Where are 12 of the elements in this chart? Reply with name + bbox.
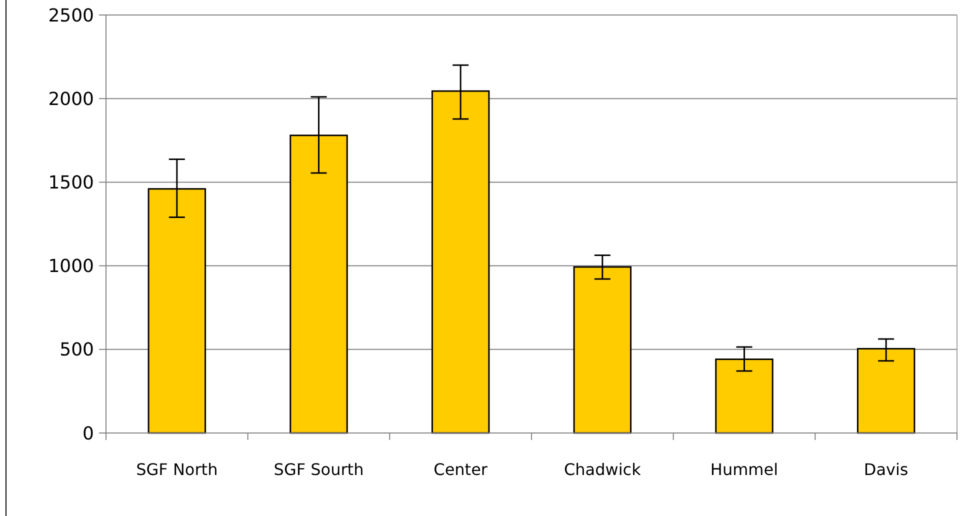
y-tick-label: 1500	[48, 172, 94, 194]
x-tick-label: Hummel	[710, 460, 778, 479]
x-tick-label: SGF North	[136, 460, 218, 479]
y-tick-label: 500	[60, 340, 94, 361]
x-tick-label: Davis	[864, 460, 908, 479]
y-tick-label: 2000	[48, 88, 94, 110]
x-tick-label: SGF Sourth	[274, 460, 364, 479]
y-tick-label: 0	[82, 423, 94, 444]
x-tick-label: Center	[434, 460, 488, 479]
y-tick-label: 2500	[48, 5, 94, 26]
y-tick-label: 1000	[48, 256, 94, 278]
x-tick-label: Chadwick	[564, 460, 642, 479]
